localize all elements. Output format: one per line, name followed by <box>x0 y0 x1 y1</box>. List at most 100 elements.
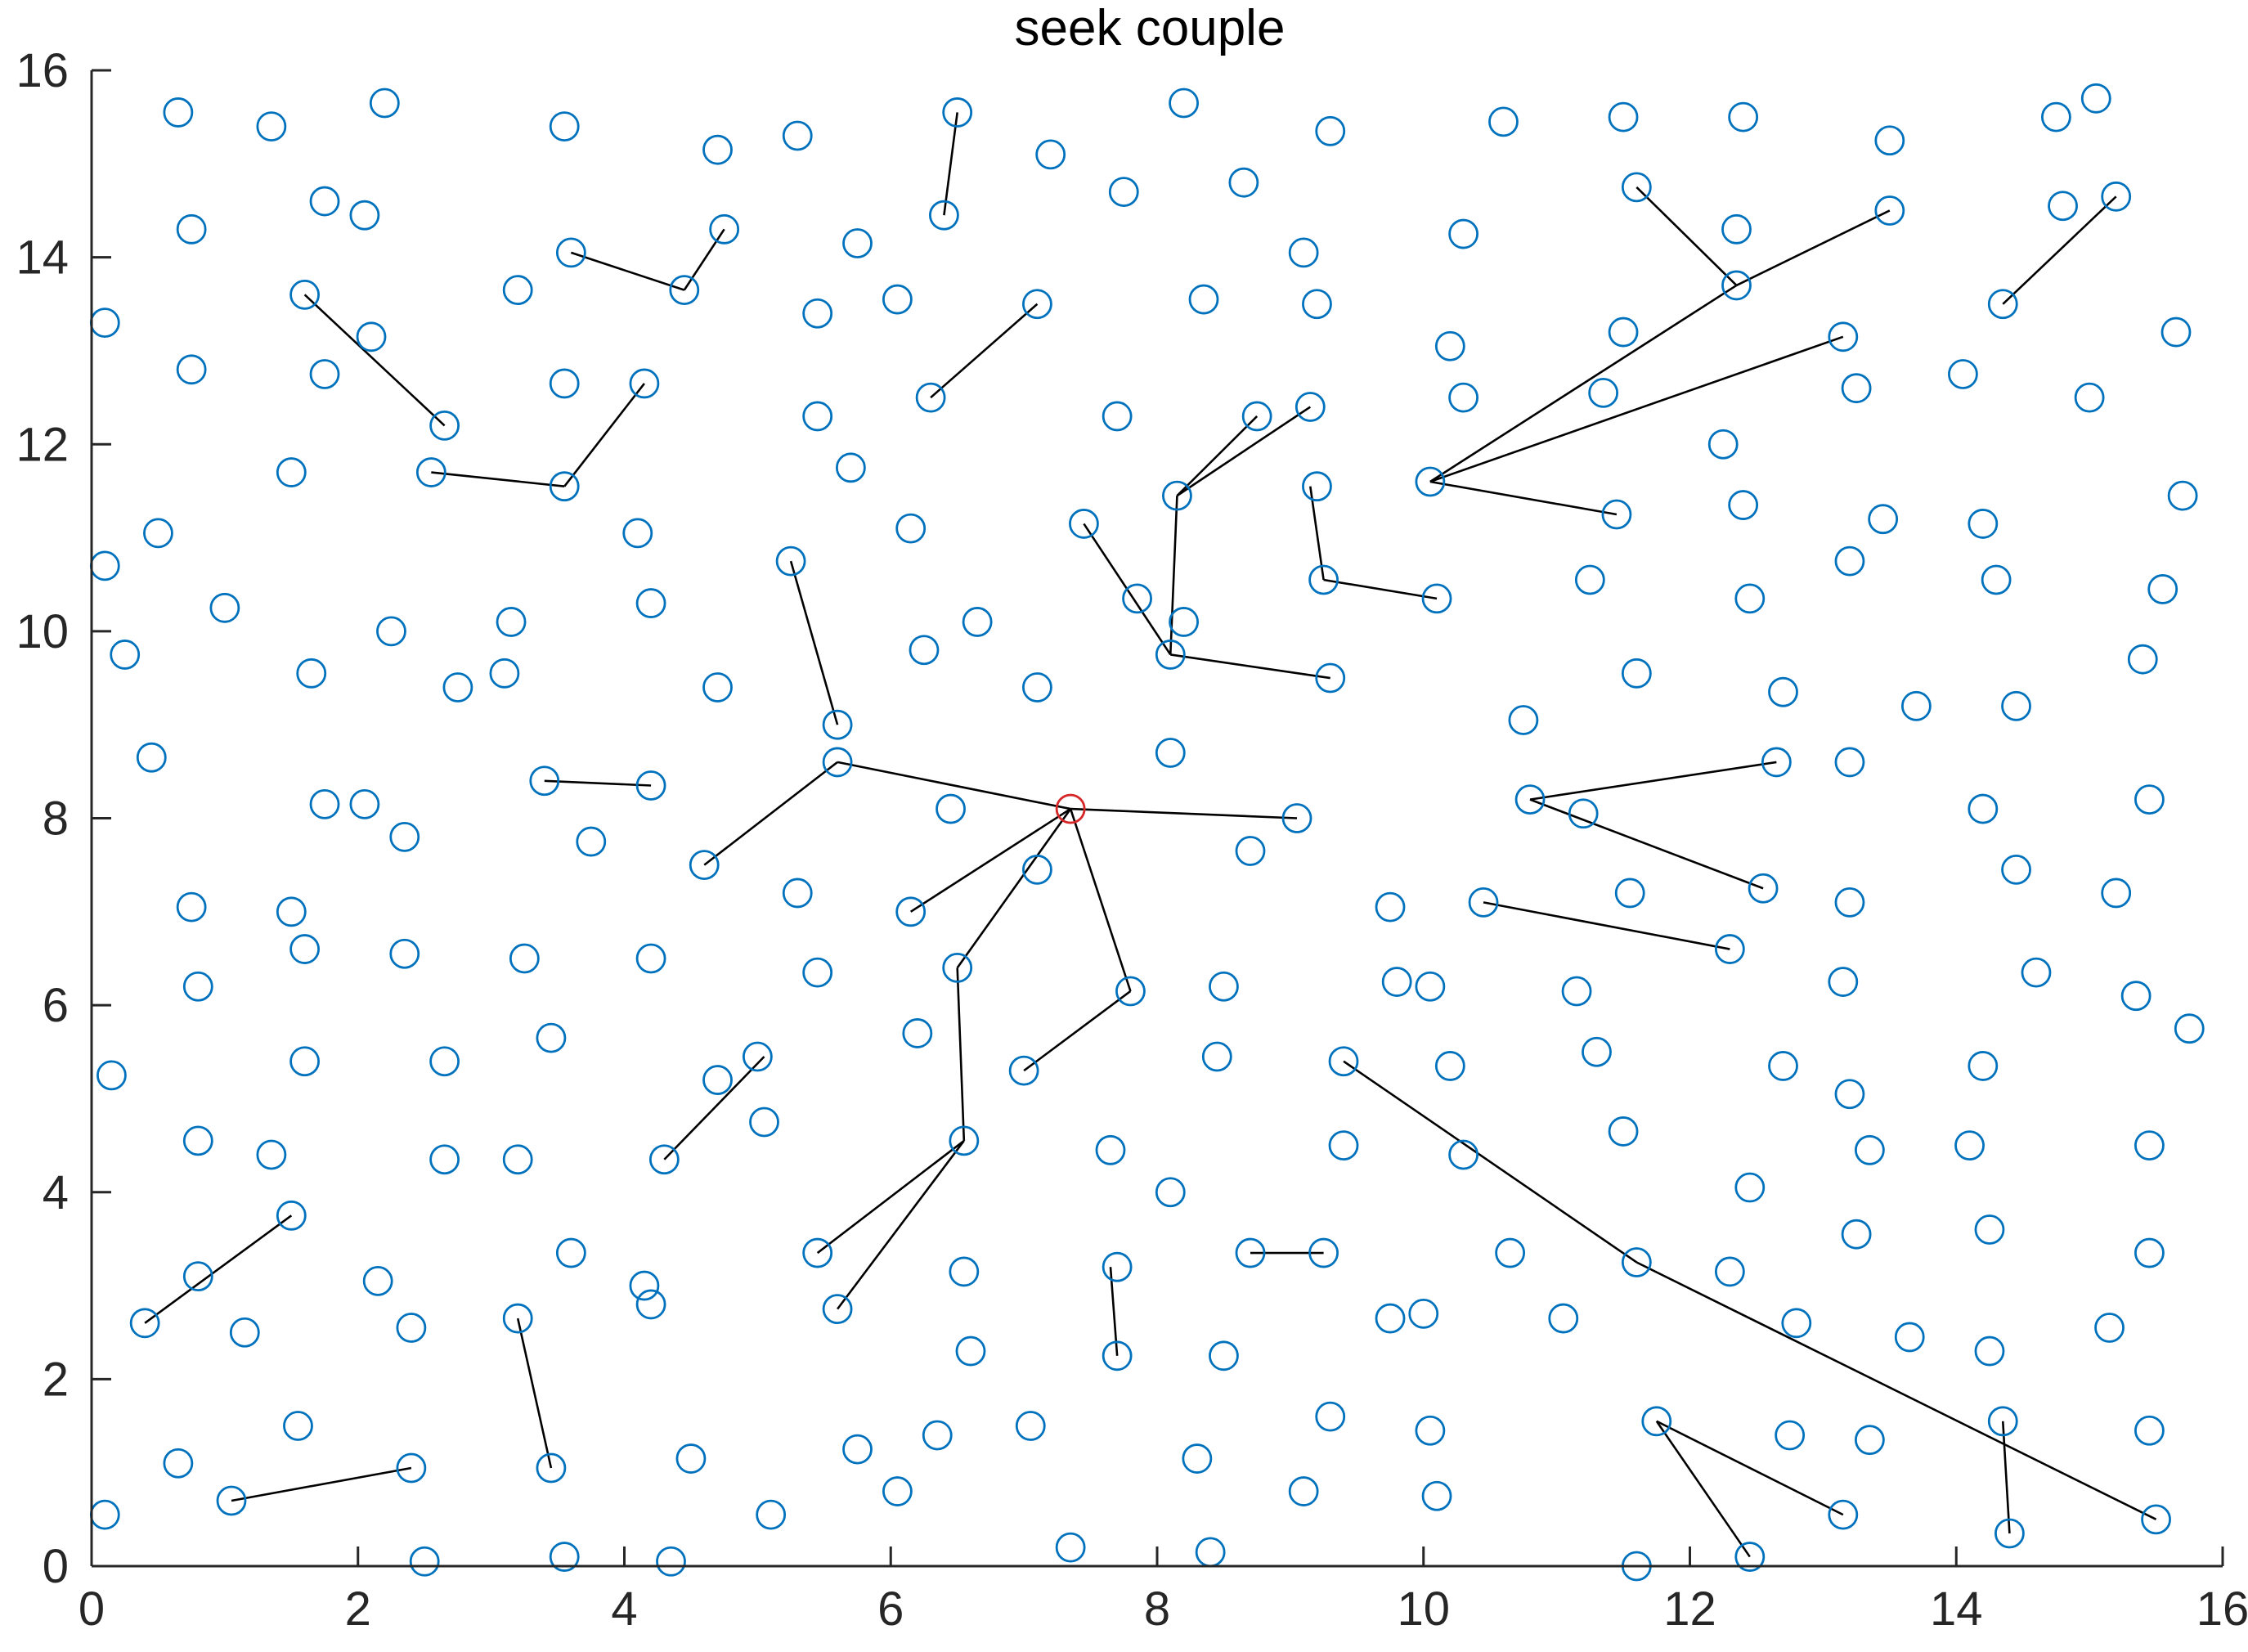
data-point <box>842 228 873 258</box>
pair-edge <box>909 807 1071 913</box>
data-point <box>1954 1130 1985 1160</box>
pair-edge <box>956 967 966 1141</box>
pair-edge <box>1176 415 1259 497</box>
data-point <box>2167 480 2198 511</box>
data-point <box>296 658 327 689</box>
x-tick-label: 14 <box>1930 1582 1983 1636</box>
data-point <box>216 1485 247 1516</box>
pair-edge <box>1309 486 1325 581</box>
data-point <box>502 1144 533 1175</box>
data-point <box>802 401 833 432</box>
pair-edge <box>956 808 1072 969</box>
data-point <box>895 513 927 544</box>
data-point <box>1288 237 1319 268</box>
data-point <box>1768 676 1798 707</box>
data-point <box>1315 115 1346 146</box>
data-point <box>2147 574 2178 604</box>
data-point <box>1102 1340 1133 1371</box>
data-point <box>1707 429 1739 460</box>
data-point <box>182 1261 213 1292</box>
data-point <box>549 368 580 399</box>
pair-edge <box>1636 1261 2157 1521</box>
data-point <box>549 111 580 141</box>
data-point <box>1641 1406 1672 1437</box>
data-point <box>936 793 966 824</box>
data-point <box>1621 172 1652 203</box>
data-point <box>1514 784 1546 815</box>
data-point <box>2094 1313 2125 1343</box>
data-point <box>1495 1237 1526 1268</box>
data-point <box>389 938 420 969</box>
data-point <box>1894 1322 1925 1353</box>
data-point <box>2021 957 2052 988</box>
pair-edge <box>930 303 1039 399</box>
data-point <box>1235 1237 1266 1268</box>
data-point <box>1381 967 1412 997</box>
data-point <box>1834 545 1865 577</box>
data-point <box>1608 1116 1639 1147</box>
data-point <box>1468 887 1499 918</box>
data-point <box>962 607 993 637</box>
data-point <box>1621 1247 1652 1277</box>
data-point <box>442 672 473 703</box>
data-point <box>536 1452 567 1484</box>
data-point <box>89 308 120 339</box>
data-point <box>2141 1504 2171 1535</box>
pair-edge <box>683 228 725 291</box>
data-point <box>669 275 700 306</box>
data-point <box>1155 738 1186 768</box>
data-point <box>1302 289 1332 320</box>
data-point <box>1209 971 1239 1002</box>
x-tick-label: 8 <box>1144 1582 1170 1636</box>
data-point <box>1188 284 1219 315</box>
data-point <box>1734 1542 1766 1572</box>
data-point <box>2174 1013 2205 1044</box>
edge-layer <box>144 112 2157 1558</box>
data-point <box>1775 1420 1806 1451</box>
data-point <box>882 1476 913 1506</box>
data-point <box>2134 1130 2165 1160</box>
data-point <box>2161 316 2192 348</box>
data-point <box>1714 1256 1745 1287</box>
pair-edge <box>516 1318 553 1469</box>
data-point <box>2001 690 2031 721</box>
data-point <box>1069 509 1099 539</box>
data-point <box>1508 705 1539 735</box>
data-point <box>1834 747 1865 778</box>
pair-edge <box>570 251 685 291</box>
pair-edge <box>1429 284 1738 483</box>
data-point <box>1828 967 1859 997</box>
data-point <box>1288 1476 1319 1506</box>
data-point <box>1841 373 1872 404</box>
x-tick-label: 0 <box>79 1582 105 1636</box>
data-point <box>1155 1177 1186 1208</box>
data-point <box>1241 401 1272 432</box>
data-point <box>96 1060 127 1091</box>
data-point <box>909 635 940 666</box>
data-point <box>2101 181 2132 212</box>
pair-edge <box>837 761 1071 810</box>
data-point <box>1169 607 1199 637</box>
data-point <box>1328 1046 1359 1077</box>
y-tick-label: 6 <box>43 979 69 1032</box>
pair-edge <box>2002 195 2117 305</box>
data-point <box>143 518 173 549</box>
data-point <box>349 788 380 819</box>
data-point <box>756 1499 787 1530</box>
data-point <box>929 200 959 231</box>
data-point <box>949 1256 980 1287</box>
data-point <box>942 97 973 128</box>
data-point <box>429 1144 460 1175</box>
data-point <box>802 957 833 988</box>
data-point <box>1981 564 2012 595</box>
data-point <box>136 742 167 773</box>
data-point <box>882 284 913 315</box>
data-point <box>2048 191 2078 222</box>
pair-edge <box>1429 335 1844 483</box>
data-point <box>1768 1051 1798 1081</box>
data-point <box>915 382 946 413</box>
data-point <box>502 1303 533 1334</box>
data-point <box>622 518 653 549</box>
data-point <box>1621 658 1652 689</box>
data-point <box>802 298 833 329</box>
